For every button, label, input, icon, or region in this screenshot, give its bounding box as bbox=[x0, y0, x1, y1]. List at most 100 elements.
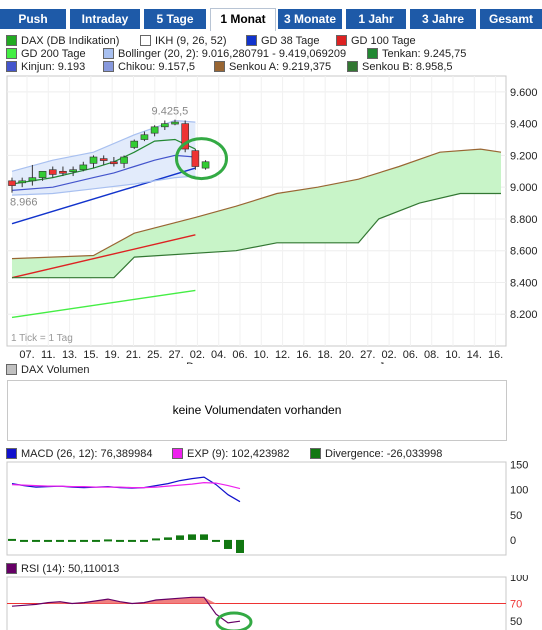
legend-gd38: GD 38 Tage bbox=[246, 34, 320, 47]
legend-label: Divergence: -26,033998 bbox=[325, 448, 443, 460]
y-tick-label: 8.200 bbox=[510, 309, 538, 321]
x-tick-label: 06. bbox=[403, 349, 418, 361]
series-line bbox=[11, 481, 241, 490]
tab-intraday[interactable]: Intraday bbox=[70, 9, 140, 29]
y-tick-label: 100 bbox=[510, 485, 528, 497]
legend-exp: EXP (9): 102,423982 bbox=[172, 447, 290, 460]
y-tick-label: 9.200 bbox=[510, 150, 538, 162]
tab-1-jahr[interactable]: 1 Jahr bbox=[346, 9, 406, 29]
legend-label: Senkou B: 8.958,5 bbox=[362, 61, 453, 73]
x-tick-label: 10. bbox=[254, 349, 269, 361]
legend-label: MACD (26, 12): 76,389984 bbox=[21, 448, 153, 460]
x-tick-label: 13. bbox=[62, 349, 77, 361]
divergence-bar bbox=[104, 539, 112, 542]
divergence-bar bbox=[140, 539, 148, 542]
high-annotation: 9.425,5 bbox=[152, 106, 189, 118]
tab-5-tage[interactable]: 5 Tage bbox=[144, 9, 206, 29]
y-tick-label: 8.400 bbox=[510, 277, 538, 289]
y-tick-label: 9.000 bbox=[510, 182, 538, 194]
y-tick-label: 50 bbox=[510, 616, 522, 628]
tab-push[interactable]: Push bbox=[0, 9, 66, 29]
legend-divergence: Divergence: -26,033998 bbox=[310, 447, 443, 460]
legend-swatch bbox=[6, 34, 17, 46]
y-tick-label: 8.600 bbox=[510, 246, 538, 258]
candle-body bbox=[48, 169, 57, 175]
tab-3-jahre[interactable]: 3 Jahre bbox=[410, 9, 476, 29]
legend-swatch bbox=[214, 60, 225, 72]
candle-body bbox=[140, 134, 149, 140]
legend-swatch bbox=[310, 447, 321, 459]
x-tick-label: 07. bbox=[19, 349, 34, 361]
divergence-bar bbox=[32, 539, 40, 542]
candle-body bbox=[99, 158, 108, 161]
divergence-bar bbox=[176, 535, 184, 540]
divergence-bar bbox=[236, 539, 244, 553]
series-line-gd-100-tage bbox=[11, 234, 196, 279]
legend-gd200: GD 200 Tage bbox=[6, 47, 86, 60]
tab-3-monate[interactable]: 3 Monate bbox=[278, 9, 342, 29]
divergence-bar bbox=[80, 539, 88, 542]
x-tick-label: 25. bbox=[147, 349, 162, 361]
y-tick-label: 100 bbox=[510, 575, 528, 584]
y-tick-label: 9.400 bbox=[510, 119, 538, 131]
legend-tenkan: Tenkan: 9.245,75 bbox=[367, 47, 466, 60]
legend-swatch bbox=[367, 47, 378, 59]
divergence-bar bbox=[212, 539, 220, 542]
legend-senkou-b: Senkou B: 8.958,5 bbox=[347, 60, 453, 73]
legend-label: IKH (9, 26, 52) bbox=[155, 35, 227, 47]
legend-kinjun: Kinjun: 9.193 bbox=[6, 60, 85, 73]
tab-gesamt[interactable]: Gesamt bbox=[480, 9, 542, 29]
legend-swatch bbox=[6, 60, 17, 72]
tick-note: 1 Tick = 1 Tag bbox=[11, 333, 73, 344]
legend-swatch bbox=[246, 34, 257, 46]
series-line-kinjun bbox=[11, 154, 196, 191]
divergence-bar bbox=[164, 537, 172, 540]
x-tick-label: 12. bbox=[275, 349, 290, 361]
divergence-bar bbox=[152, 538, 160, 541]
legend-swatch bbox=[140, 34, 151, 46]
x-tick-label: 19. bbox=[105, 349, 120, 361]
low-annotation: 8.966 bbox=[10, 197, 38, 209]
legend-dax: DAX (DB Indikation) bbox=[6, 34, 120, 47]
x-tick-label: 10. bbox=[445, 349, 460, 361]
divergence-bar bbox=[128, 539, 136, 542]
legend-label: DAX (DB Indikation) bbox=[21, 35, 120, 47]
candle-body bbox=[89, 156, 98, 164]
volume-empty-message: keine Volumendaten vorhanden bbox=[7, 380, 507, 441]
divergence-bar bbox=[224, 539, 232, 549]
x-tick-label: 02. bbox=[190, 349, 205, 361]
candle-body bbox=[171, 121, 179, 125]
legend-swatch bbox=[6, 363, 17, 375]
x-tick-label: 16. bbox=[488, 349, 503, 361]
y-tick-label: 9.600 bbox=[510, 87, 538, 99]
highlight-ring bbox=[215, 611, 253, 630]
series-line-bollinger-lower bbox=[11, 175, 196, 196]
candle-body bbox=[59, 170, 67, 174]
legend-swatch bbox=[347, 60, 358, 72]
series-line-senkou-b bbox=[12, 192, 501, 279]
x-tick-label: 20. bbox=[339, 349, 354, 361]
y-tick-label: 8.800 bbox=[510, 214, 538, 226]
x-month-label: Dez. bbox=[186, 361, 209, 364]
legend-bollinger: Bollinger (20, 2): 9.016,280791 - 9.419,… bbox=[103, 47, 346, 60]
macd-chart: 150 100 50 0 bbox=[6, 460, 528, 556]
divergence-bar bbox=[44, 539, 52, 542]
series-line bbox=[11, 596, 241, 624]
tab-1-monat[interactable]: 1 Monat bbox=[210, 8, 276, 31]
divergence-bar bbox=[68, 539, 76, 542]
legend-label: GD 200 Tage bbox=[21, 48, 86, 60]
legend-volume: DAX Volumen bbox=[6, 363, 90, 376]
x-tick-label: 14. bbox=[467, 349, 482, 361]
x-tick-label: 15. bbox=[83, 349, 98, 361]
series-line-gd-38-tage bbox=[11, 167, 196, 225]
legend-ikh: IKH (9, 26, 52) bbox=[140, 34, 227, 47]
legend-rsi: RSI (14): 50,110013 bbox=[6, 562, 119, 575]
legend-swatch bbox=[172, 447, 183, 459]
legend-label: DAX Volumen bbox=[21, 364, 90, 376]
rsi-chart: 100 70 50 bbox=[6, 575, 528, 630]
divergence-bar bbox=[188, 534, 196, 540]
candle-body bbox=[201, 161, 210, 169]
candle-body bbox=[38, 170, 47, 178]
x-tick-label: 06. bbox=[232, 349, 247, 361]
timeframe-tabs: Push Intraday 5 Tage 1 Monat 3 Monate 1 … bbox=[0, 0, 542, 31]
